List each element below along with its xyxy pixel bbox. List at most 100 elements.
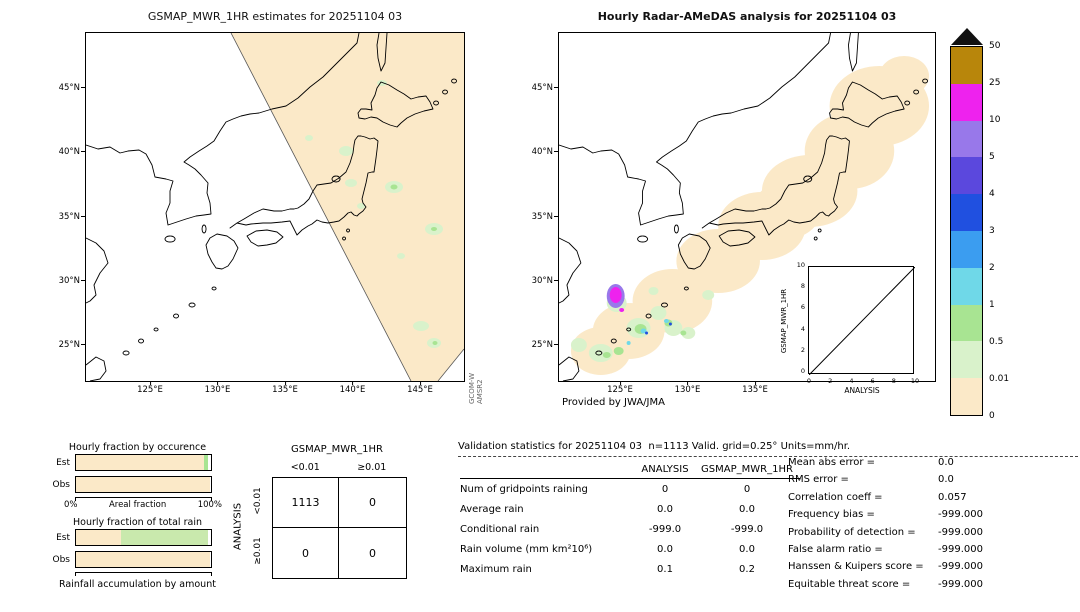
metric-label: Mean abs error = bbox=[788, 457, 876, 468]
axis-min-label: 0% bbox=[64, 500, 78, 510]
stats-table-row: Maximum rain 0.1 0.2 bbox=[460, 559, 800, 579]
coastline-layer bbox=[559, 33, 929, 381]
colorbar bbox=[950, 46, 983, 416]
left-map bbox=[85, 32, 465, 382]
stats-table-row: Average rain 0.0 0.0 bbox=[460, 499, 800, 519]
inset-xlabel: ANALYSIS bbox=[844, 386, 880, 395]
contingency-cell: 0 bbox=[369, 546, 376, 560]
colorbar-tick-label: 5 bbox=[989, 152, 995, 162]
lat-tick-label: 35°N bbox=[58, 211, 86, 222]
colorbar-segment bbox=[951, 194, 982, 231]
colorbar-overflow-triangle bbox=[951, 28, 983, 45]
inset-ylabel: GSMAP_MWR_1HR bbox=[780, 288, 788, 354]
bar-row: Est bbox=[44, 454, 212, 471]
contingency-title: GSMAP_MWR_1HR bbox=[291, 444, 383, 455]
stat-row-label: Num of gridpoints raining bbox=[460, 483, 588, 495]
bar-segment bbox=[76, 455, 205, 470]
colorbar-segment bbox=[951, 378, 982, 415]
inset-scatter-plot: GSMAP_MWR_1HR ANALYSIS 0 2 4 6 8 10 0 2 4 6 8 10 bbox=[780, 262, 919, 396]
metric-label: Equitable threat score = bbox=[788, 578, 911, 590]
watermark-line-1: GCOM-W bbox=[468, 372, 476, 404]
colorbar-segment bbox=[951, 304, 982, 342]
totalrain-axis bbox=[75, 572, 212, 576]
contingency-col-headers: <0.01 ≥0.01 bbox=[272, 462, 405, 473]
right-map-lat-axis: 45°N 40°N 35°N 30°N 25°N bbox=[520, 32, 559, 382]
accumulation-caption: Rainfall accumulation by amount bbox=[59, 579, 216, 590]
rain-cells-layer bbox=[570, 284, 715, 362]
stats-table: ANALYSIS GSMAP_MWR_1HR Num of gridpoints… bbox=[460, 461, 800, 579]
stat-gsmap-value: 0.0 bbox=[739, 543, 755, 555]
lat-tick-label: 45°N bbox=[531, 83, 559, 93]
stats-table-row: Rain volume (mm km²10⁶) 0.0 0.0 bbox=[460, 539, 800, 559]
bar-segment bbox=[204, 455, 208, 470]
left-map-canvas bbox=[86, 33, 464, 381]
stat-analysis-value: -999.0 bbox=[648, 523, 682, 535]
inset-x-tick: 2 bbox=[828, 377, 833, 385]
inset-y-tick: 10 bbox=[796, 261, 805, 269]
stat-gsmap-value: -999.0 bbox=[730, 523, 764, 535]
lat-tick-label: 35°N bbox=[531, 211, 559, 222]
watermark-line-2: AMSR2 bbox=[476, 379, 484, 404]
sensor-watermark: GCOM-W AMSR2 bbox=[468, 373, 499, 420]
metric-label: Probability of detection = bbox=[788, 526, 916, 538]
colorbar-tick-label: 4 bbox=[989, 189, 995, 199]
stats-panel: Validation statistics for 20251104 03 n=… bbox=[458, 441, 1078, 606]
lat-tick-label: 25°N bbox=[531, 340, 559, 350]
bar-track bbox=[75, 476, 212, 493]
colorbar-tick-label: 2 bbox=[989, 263, 995, 273]
stats-table-header: ANALYSIS GSMAP_MWR_1HR bbox=[460, 461, 800, 479]
colorbar-tick-label: 1 bbox=[989, 300, 995, 310]
data-credit: Provided by JWA/JMA bbox=[562, 397, 665, 408]
lon-tick-label: 135°E bbox=[742, 382, 768, 395]
metric-value: -999.000 bbox=[938, 526, 983, 538]
metric-label: RMS error = bbox=[788, 474, 849, 486]
colorbar-segment bbox=[951, 47, 982, 84]
metric-line: Probability of detection = -999.000 bbox=[788, 527, 1076, 544]
lon-tick-label: 135°E bbox=[272, 382, 298, 395]
gsmap-col-header: GSMAP_MWR_1HR bbox=[701, 464, 793, 475]
stat-analysis-value: 0.0 bbox=[657, 503, 673, 515]
stat-gsmap-value: 0.0 bbox=[739, 503, 755, 515]
colorbar-tick-label: 0 bbox=[989, 411, 995, 421]
bar-segment bbox=[76, 477, 210, 492]
contingency-side-label: ANALYSIS bbox=[232, 502, 244, 551]
col-header-ge: ≥0.01 bbox=[357, 462, 387, 473]
inset-y-tick: 8 bbox=[800, 282, 805, 291]
bar-row-label: Est bbox=[56, 457, 70, 468]
stat-analysis-value: 0.0 bbox=[657, 543, 673, 555]
bar-row: Est bbox=[44, 529, 212, 546]
colorbar-segment bbox=[951, 230, 982, 268]
occurrence-axis bbox=[75, 497, 212, 501]
metric-label: Correlation coeff = bbox=[788, 491, 883, 503]
metrics-list: Mean abs error = 0.0 RMS error = 0.0 Correla… bbox=[788, 457, 1076, 596]
bar-row: Obs bbox=[44, 476, 212, 493]
metric-value: 0.0 bbox=[938, 457, 954, 468]
left-map-lat-axis: 45°N 40°N 35°N 30°N 25°N bbox=[47, 32, 86, 382]
colorbar-tick-label: 25 bbox=[989, 78, 1001, 88]
colorbar-tick-label: 50 bbox=[989, 41, 1001, 51]
stat-row-label: Conditional rain bbox=[460, 523, 540, 535]
metric-value: 0.0 bbox=[938, 474, 954, 486]
inset-x-tick: 0 bbox=[806, 377, 812, 385]
inset-x-tick: 4 bbox=[849, 377, 854, 385]
bar-segment bbox=[76, 552, 210, 567]
lon-tick-label: 125°E bbox=[137, 382, 163, 395]
metric-line: Hanssen & Kuipers score = -999.000 bbox=[788, 561, 1076, 578]
lat-tick-label: 30°N bbox=[531, 275, 559, 286]
axis-title: Areal fraction bbox=[108, 500, 167, 510]
stats-header: Validation statistics for 20251104 03 n=… bbox=[458, 441, 1078, 457]
satellite-swath bbox=[231, 33, 464, 381]
stats-table-row: Num of gridpoints raining 0 0 bbox=[460, 479, 800, 499]
stat-row-label: Maximum rain bbox=[460, 563, 532, 575]
colorbar-segment bbox=[951, 267, 982, 305]
colorbar-tick-label: 3 bbox=[989, 226, 995, 236]
bar-track bbox=[75, 551, 212, 568]
metric-line: Frequency bias = -999.000 bbox=[788, 509, 1076, 526]
inset-y-tick: 2 bbox=[800, 345, 805, 354]
occurrence-axis-labels: 0% Areal fraction 100% bbox=[64, 500, 222, 510]
right-map-canvas bbox=[559, 33, 930, 381]
metric-line: RMS error = 0.0 bbox=[788, 474, 1076, 491]
stat-row-label: Average rain bbox=[460, 503, 524, 515]
inset-x-tick: 8 bbox=[891, 377, 896, 385]
inset-y-tick: 6 bbox=[800, 303, 805, 312]
